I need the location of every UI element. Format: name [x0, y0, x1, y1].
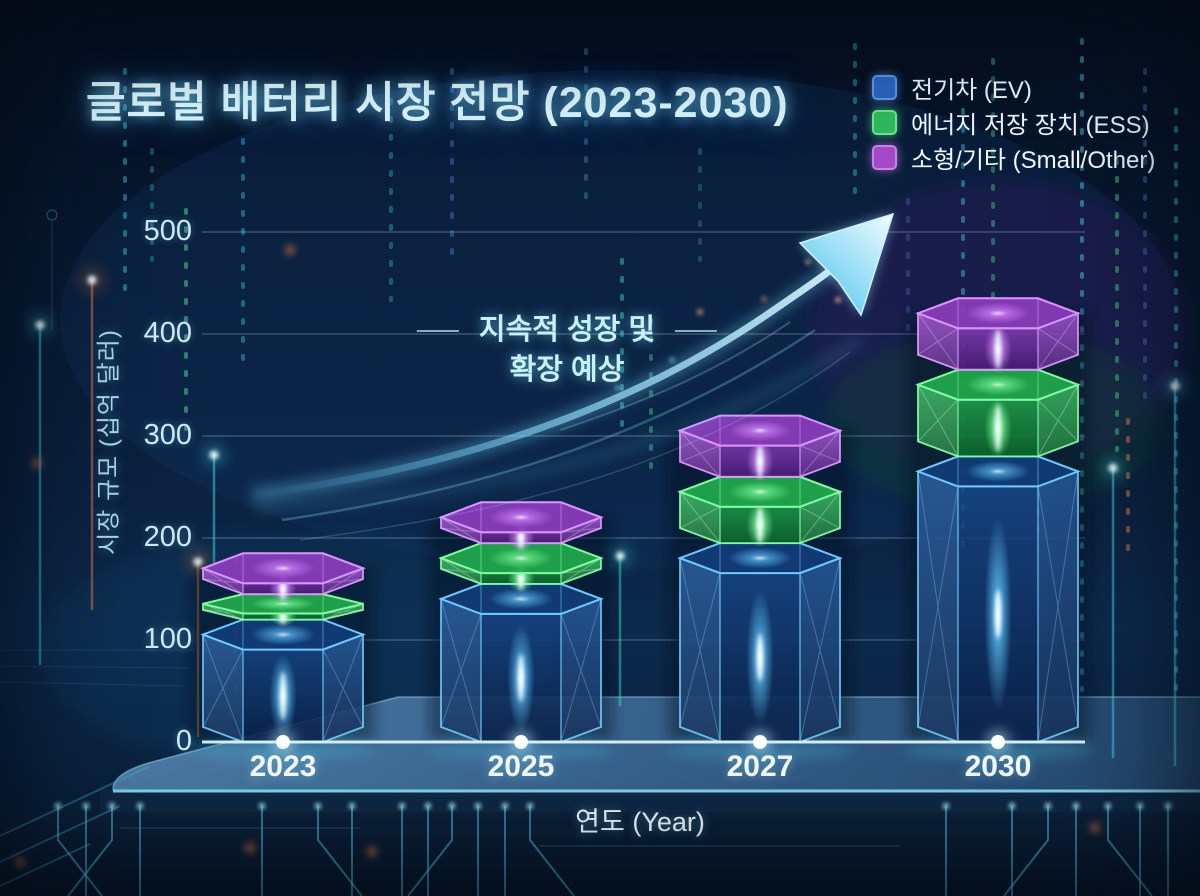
board-trace [314, 802, 363, 896]
stacked-bar-2027 [677, 414, 843, 743]
bar-segment [915, 455, 1081, 743]
bar-segment [200, 552, 366, 603]
annotation-row: 지속적 성장 및 [397, 310, 737, 350]
orange-glow-dot [367, 847, 377, 857]
legend-item: 소형/기타 (Small/Other) [872, 140, 1155, 175]
bar-shadow [191, 567, 375, 742]
y-tick-label: 300 [143, 419, 192, 451]
orange-glow-dot [285, 245, 295, 255]
bar-segment [200, 618, 366, 743]
axis-dot [514, 735, 528, 749]
board-trace [348, 802, 356, 896]
arrow-head-glow [800, 214, 893, 315]
board-trace [136, 802, 144, 896]
board-trace [1008, 802, 1016, 896]
legend-item: 전기차 (EV) [872, 70, 1155, 105]
legend: 전기차 (EV) 에너지 저장 장치 (ESS) 소형/기타 (Small/Ot… [872, 70, 1155, 175]
bar-segment [677, 542, 843, 743]
light-beam [205, 446, 223, 565]
orange-glow-dot [1090, 823, 1100, 833]
board-trace [67, 802, 116, 896]
board-trace [398, 802, 406, 896]
growth-annotation: 지속적 성장 및 확장 예상 [397, 310, 737, 390]
y-tick-label: 200 [143, 521, 192, 553]
bar-shadow [906, 312, 1090, 742]
annotation-text-line2: 확장 예상 [509, 354, 625, 386]
orange-glow-dot [32, 458, 42, 468]
bar-segment [915, 297, 1081, 374]
y-tick-label: 0 [175, 725, 192, 757]
legend-swatch-0 [872, 75, 897, 100]
light-beam [1166, 377, 1184, 766]
board-trace [1136, 802, 1144, 896]
stacked-bar-2025 [438, 501, 604, 743]
corner-traces [0, 765, 151, 887]
x-axis-title: 연도 (Year) [575, 807, 705, 837]
legend-item: 에너지 저장 장치 (ESS) [872, 105, 1155, 140]
bar-shadow [668, 429, 852, 742]
board-trace [1003, 802, 1052, 896]
legend-label: 전기차 (EV) [911, 77, 1032, 104]
annotation-dash-right [675, 330, 718, 333]
green-aura [825, 330, 1165, 510]
board-trace [258, 802, 266, 896]
annotation-dash-left [416, 330, 459, 333]
board-trace [424, 802, 432, 896]
arrow-head [798, 212, 895, 317]
y-tick-label: 400 [143, 317, 192, 349]
bar-segment [677, 475, 843, 548]
bar-segment [438, 542, 604, 593]
bar-segment [438, 501, 604, 552]
board-trace [407, 802, 456, 896]
purple-aura [810, 180, 1190, 480]
board-trace [1164, 802, 1172, 896]
board-trace [82, 802, 90, 896]
legend-swatch-1 [872, 110, 897, 135]
annotation-text-line1: 지속적 성장 및 [478, 314, 656, 346]
board-trace [1104, 802, 1153, 896]
board-trace [474, 802, 482, 896]
light-beam [31, 316, 49, 665]
board-trace [526, 802, 575, 896]
board-trace [54, 802, 103, 896]
y-tick-label: 500 [143, 215, 192, 247]
bar-segment [438, 582, 604, 743]
axis-dot [753, 735, 767, 749]
legend-label: 소형/기타 (Small/Other) [911, 147, 1156, 174]
x-tick-label: 2025 [487, 750, 555, 783]
orange-glow-dot [15, 857, 25, 867]
x-tick-label: 2023 [249, 750, 317, 783]
bar-segment [202, 593, 364, 627]
stacked-bar-2023 [200, 552, 366, 743]
light-beam [1104, 459, 1122, 758]
axis-dot [991, 735, 1005, 749]
light-beam [611, 547, 629, 706]
board-trace [1072, 802, 1080, 896]
legend-label: 에너지 저장 장치 (ESS) [911, 112, 1150, 139]
board-trace [501, 802, 509, 896]
legend-swatch-2 [872, 145, 897, 170]
stacked-bar-2030 [915, 297, 1081, 743]
chart-title: 글로벌 배터리 시장 전망 (2023-2030) [86, 79, 789, 127]
bar-segment [915, 368, 1081, 458]
axis-dot [276, 735, 290, 749]
y-tick-label: 100 [143, 623, 192, 655]
x-tick-label: 2027 [726, 750, 794, 783]
bar-segment [677, 414, 843, 483]
x-tick-label: 2030 [964, 750, 1032, 783]
orange-glow-dot [245, 843, 255, 853]
board-trace [942, 802, 950, 896]
bar-shadow [429, 516, 613, 742]
